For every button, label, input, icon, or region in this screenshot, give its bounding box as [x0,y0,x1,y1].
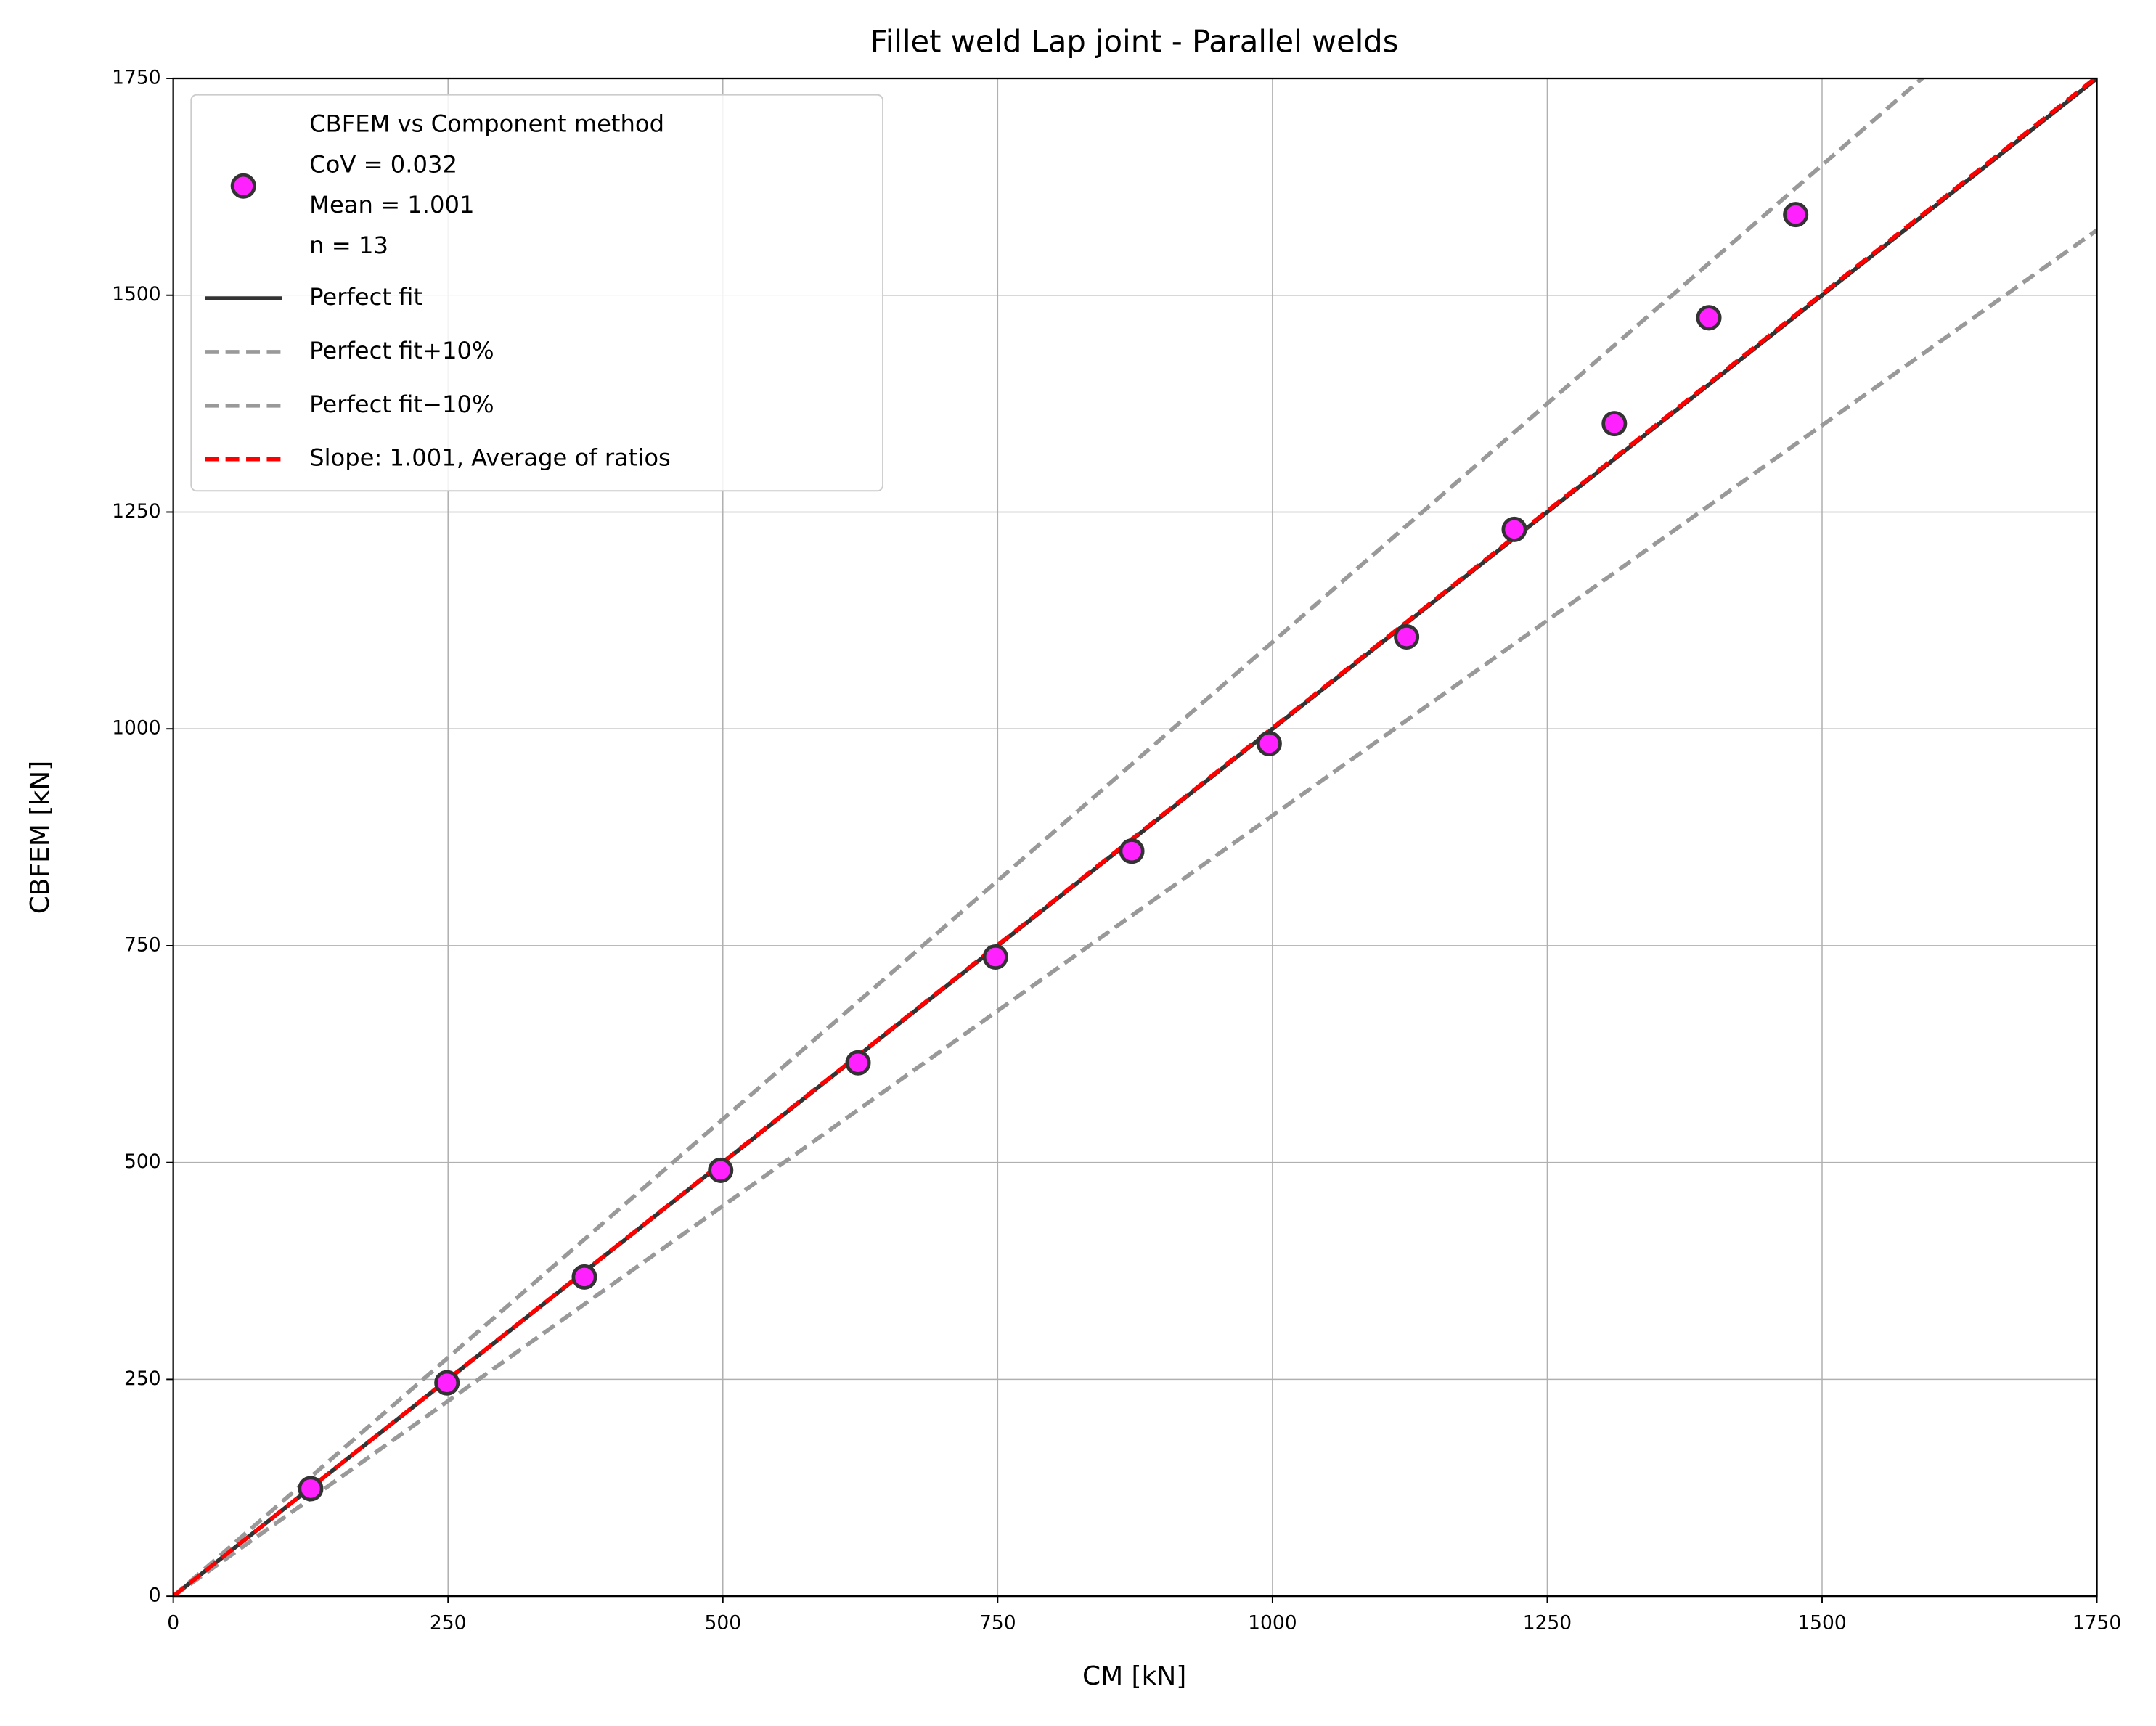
legend-label: Perfect fit [309,283,422,311]
y-tick-label: 1750 [112,67,160,89]
data-point [708,1157,734,1183]
x-tick-label: 1000 [1248,1612,1297,1635]
series-line [173,228,2097,1597]
x-tick-label: 1500 [1797,1612,1846,1635]
data-point [1501,516,1527,542]
data-point [434,1370,460,1396]
x-tick-label: 1250 [1523,1612,1572,1635]
y-tick-label: 1500 [112,283,160,306]
chart-title: Fillet weld Lap joint - Parallel welds [870,24,1399,60]
legend-marker [230,173,256,199]
y-tick-label: 1000 [112,717,160,740]
legend-label: CBFEM vs Component method [309,110,664,137]
data-point [1394,624,1420,650]
series-line [173,78,2097,1597]
data-point [982,944,1008,970]
y-tick-label: 0 [149,1584,161,1607]
legend-label: CoV = 0.032 [309,150,457,178]
legend-label: n = 13 [309,232,388,259]
legend-label: Mean = 1.001 [309,191,474,218]
x-axis-label: CM [kN] [1082,1661,1186,1691]
legend: CBFEM vs Component method CoV = 0.032 Mean… [190,94,883,492]
y-axis-label: CBFEM [kN] [25,761,55,914]
data-point [1783,202,1809,228]
x-tick-label: 250 [430,1612,467,1635]
data-point [571,1264,597,1290]
data-point [845,1050,871,1076]
y-tick-label: 1250 [112,500,160,523]
plot-frame [172,77,2098,1598]
x-tick-label: 750 [979,1612,1016,1635]
x-tick-label: 500 [704,1612,741,1635]
data-point [1256,730,1282,757]
data-point [1119,838,1145,864]
legend-label: Slope: 1.001, Average of ratios [309,444,671,472]
y-tick-label: 500 [124,1150,161,1173]
x-tick-label: 0 [167,1612,179,1635]
y-tick-label: 250 [124,1367,161,1390]
data-point [1696,305,1722,331]
data-point [298,1476,324,1502]
legend-box [190,94,883,492]
x-tick-label: 1750 [2073,1612,2121,1635]
legend-label: Perfect fit+10% [309,337,494,364]
plot-area [173,78,2097,1597]
y-tick-label: 750 [124,933,161,956]
data-point [1601,411,1628,437]
legend-label: Perfect fit−10% [309,390,494,418]
series-line [173,78,1925,1597]
